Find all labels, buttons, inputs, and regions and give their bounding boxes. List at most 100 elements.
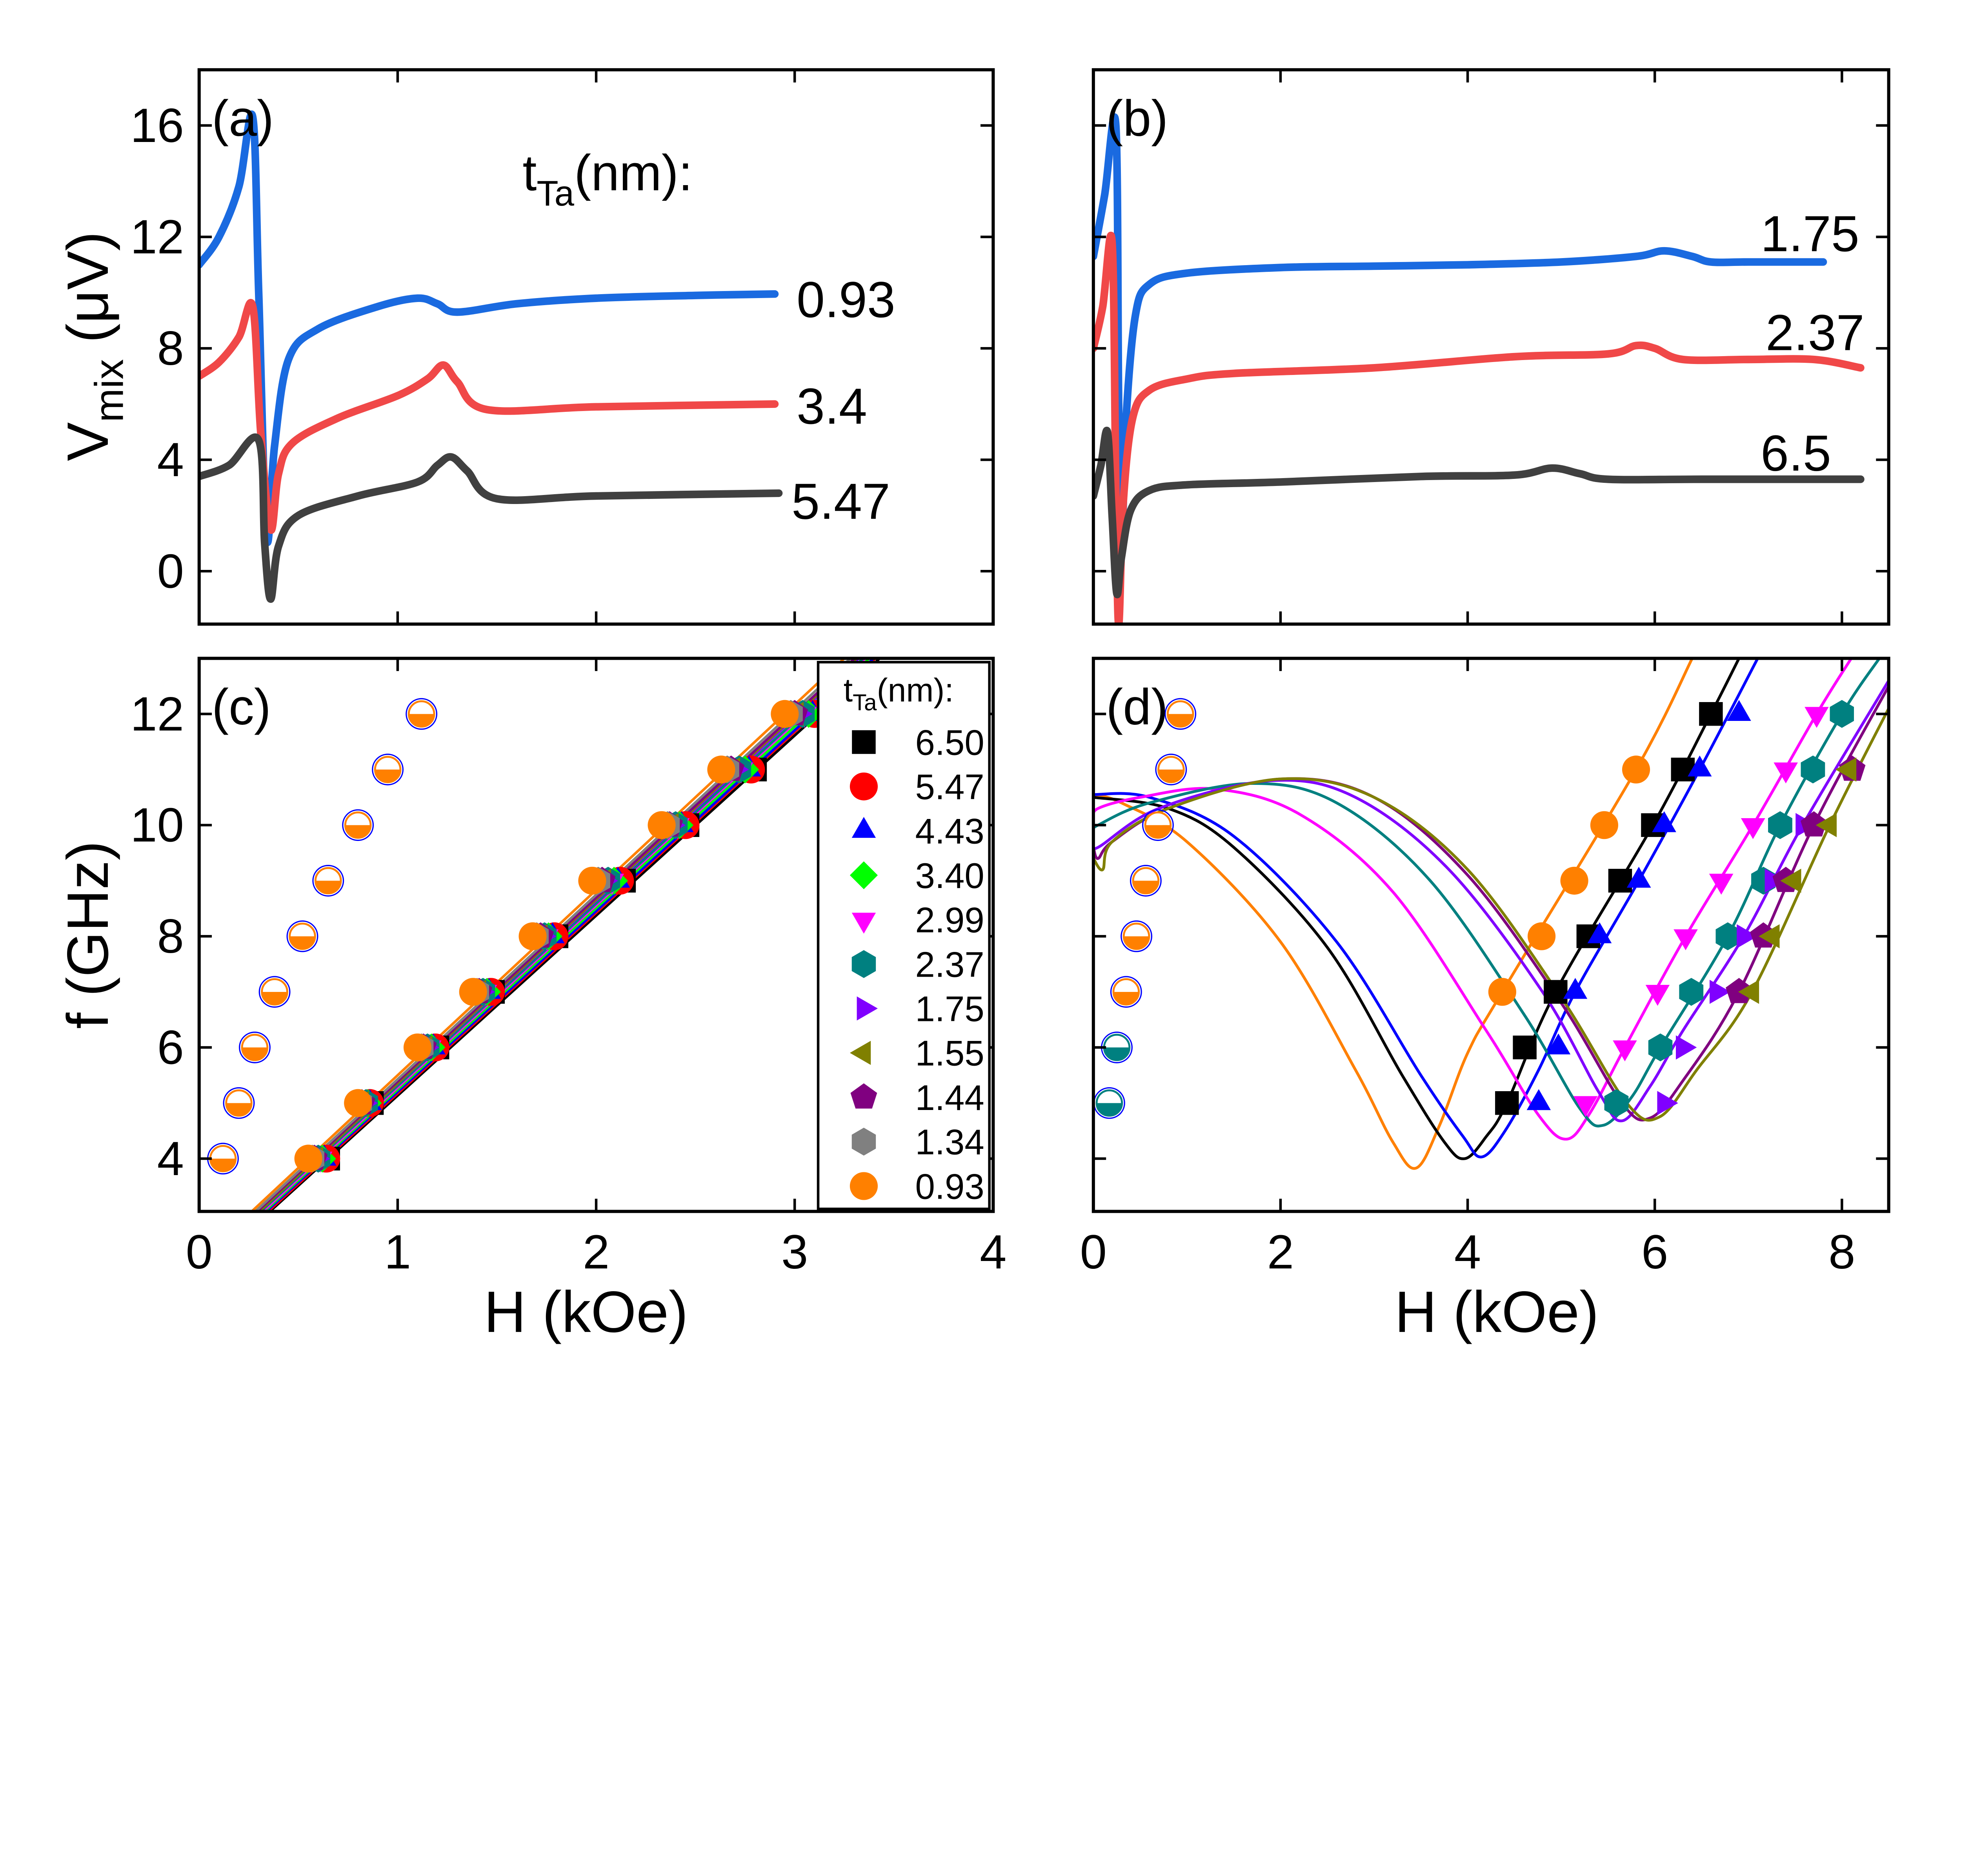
marker-outline: [1130, 864, 1162, 897]
legend-title-rest: (nm):: [877, 671, 954, 708]
marker-upper-half: [1168, 701, 1193, 714]
low-field-branch-marker: [1110, 976, 1142, 1008]
marker-ring: [225, 1089, 253, 1117]
marker-lower-half: [375, 769, 400, 782]
legend-title-sub: Ta: [853, 690, 877, 715]
series-line: [1093, 427, 1865, 599]
fit-line: [266, 658, 877, 1212]
data-point: [1726, 978, 1752, 1003]
fit-curve: [1093, 658, 1759, 1159]
legend-item: 1.75: [857, 989, 984, 1029]
marker-outline: [239, 1032, 271, 1063]
marker-lower-half: [1158, 769, 1184, 782]
low-field-branch-marker: [239, 1032, 271, 1063]
low-field-branch-marker: [406, 698, 438, 730]
legend-item: 1.34: [851, 1123, 984, 1162]
legend-label: 6.50: [915, 723, 984, 762]
axes-frame: [1091, 657, 1890, 1213]
low-field-branch-marker: [342, 809, 374, 841]
data-point: [1513, 1035, 1537, 1059]
data-point: [1768, 811, 1792, 839]
series-label: 6.5: [1761, 425, 1831, 482]
legend-marker: [852, 730, 876, 754]
data-point: [1780, 868, 1801, 893]
plot-area: [207, 658, 881, 1212]
panel-label: (a): [212, 90, 274, 147]
x-tick-label: 2: [1267, 1225, 1294, 1279]
marker-lower-half: [1104, 1047, 1130, 1060]
legend-label: 0.93: [915, 1167, 984, 1206]
marker-upper-half: [1158, 757, 1184, 770]
data-point: [1573, 1096, 1598, 1117]
x-tick-label: 3: [781, 1225, 808, 1279]
legend-marker: [851, 912, 876, 934]
marker-ring: [1157, 756, 1185, 783]
legend-title-sub: Ta: [537, 174, 574, 213]
data-point: [1801, 755, 1825, 784]
series-line: [199, 433, 783, 603]
marker-upper-half: [1133, 868, 1159, 881]
marker-outline: [286, 920, 318, 952]
low-field-branch-marker: [1155, 753, 1187, 786]
y-tick-label: 8: [157, 322, 184, 375]
data-point: [1671, 757, 1695, 782]
data-point: [1590, 811, 1618, 839]
plot-area: [1093, 658, 1889, 1170]
marker-upper-half: [210, 1146, 236, 1159]
marker-outline: [1164, 698, 1197, 730]
x-axis-label: H (kOe): [1395, 1279, 1599, 1345]
data-point: [1737, 924, 1758, 948]
data-point: [1648, 1033, 1673, 1062]
data-point: [1622, 755, 1650, 784]
data-point: [771, 700, 799, 728]
data-point: [294, 1145, 322, 1173]
fit-line: [268, 658, 881, 1212]
low-field-branch-marker: [223, 1087, 255, 1119]
legend-item: 4.43: [851, 812, 984, 852]
low-field-branch-marker: [312, 864, 344, 897]
marker-lower-half: [1124, 936, 1149, 949]
legend-item: 1.55: [850, 1034, 984, 1074]
legend-title: tTa(nm):: [522, 145, 692, 213]
data-point: [1741, 818, 1765, 839]
legend-title-main: t: [522, 145, 537, 201]
panel-a: 0 4 8 12 16 (a) 0.93 3.4 5.47 tTa(nm): Vmix (μV): [55, 68, 995, 626]
low-field-branch-marker: [372, 753, 404, 786]
plot-area: [1093, 113, 1865, 624]
marker-ring: [374, 756, 402, 783]
data-point: [1679, 978, 1704, 1006]
y-tick-label: 6: [157, 1021, 184, 1075]
legend-label: 1.55: [915, 1034, 984, 1074]
series-label: 0.93: [797, 272, 895, 328]
data-point: [1805, 707, 1829, 728]
data-point: [1563, 978, 1588, 999]
legend-label: 1.34: [915, 1123, 984, 1162]
data-point: [1727, 700, 1751, 721]
data-point: [1544, 980, 1568, 1004]
y-tick-label: 12: [130, 210, 184, 264]
data-point: [1800, 811, 1827, 837]
marker-upper-half: [289, 923, 315, 937]
legend-marker: [851, 950, 876, 978]
marker-lower-half: [262, 992, 287, 1005]
marker-ring: [1122, 923, 1150, 950]
legend-title-rest: (nm):: [574, 145, 693, 201]
legend-title-main: t: [844, 671, 853, 708]
marker-lower-half: [1145, 825, 1171, 838]
marker-outline: [258, 976, 291, 1008]
marker-lower-half: [1133, 881, 1159, 893]
marker-upper-half: [1097, 1090, 1122, 1103]
legend-marker: [851, 1128, 876, 1156]
legend-label: 2.37: [915, 945, 984, 984]
data-point: [1495, 1091, 1519, 1115]
legend-title: tTa(nm):: [844, 671, 954, 715]
marker-upper-half: [262, 979, 287, 992]
data-point: [1835, 757, 1857, 782]
marker-upper-half: [1145, 812, 1171, 825]
marker-upper-half: [1124, 923, 1149, 937]
y-axis-label-rest: (μV): [55, 231, 120, 359]
data-point: [578, 866, 606, 895]
marker-upper-half: [242, 1035, 267, 1048]
data-point: [1626, 866, 1651, 888]
